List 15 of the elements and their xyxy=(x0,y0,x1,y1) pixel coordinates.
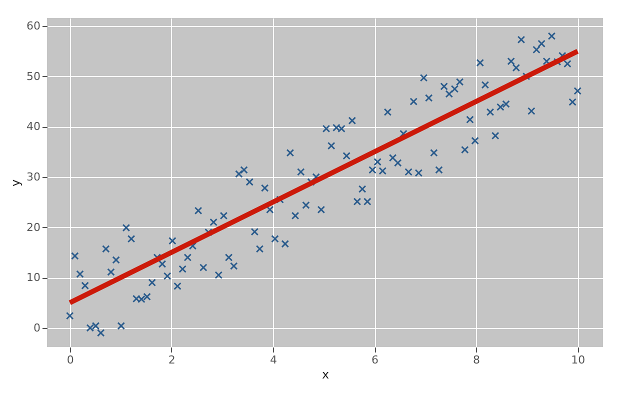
y-tick-label: 10 xyxy=(26,271,40,284)
x-tick-label: 8 xyxy=(473,354,480,366)
x-tick-label: 4 xyxy=(270,354,277,366)
y-tick-label: 0 xyxy=(34,321,40,334)
y-tick-label: 20 xyxy=(26,220,40,234)
x-tick-label: 6 xyxy=(372,354,379,366)
x-tick-label: 0 xyxy=(66,354,74,366)
y-axis-title: y xyxy=(8,179,23,187)
x-tick-label: 2 xyxy=(168,354,176,366)
x-axis-title: x xyxy=(322,368,330,382)
y-tick-label: 40 xyxy=(26,120,40,134)
y-tick-label: 30 xyxy=(26,170,40,184)
x-tick-label: 10 xyxy=(571,354,586,366)
y-tick-label: 60 xyxy=(26,20,40,33)
y-tick-label: 50 xyxy=(26,70,40,83)
